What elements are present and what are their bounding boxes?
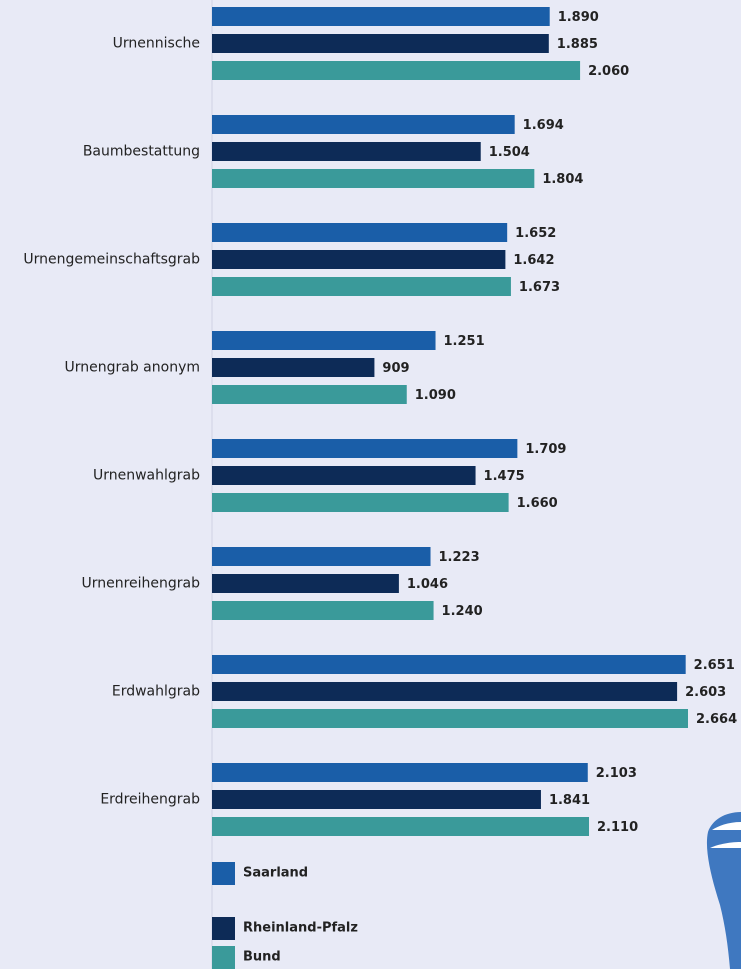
legend-swatch bbox=[212, 917, 235, 940]
bar bbox=[212, 601, 434, 620]
value-label: 1.694 bbox=[523, 118, 564, 133]
legend-swatch bbox=[212, 862, 235, 885]
chart: Urnennische 1.890 1.885 2.060 Baumbestattung… bbox=[0, 0, 741, 969]
bar bbox=[212, 223, 507, 242]
bar bbox=[212, 142, 481, 161]
bar bbox=[212, 115, 515, 134]
value-label: 2.110 bbox=[597, 820, 638, 835]
legend-label: Rheinland-Pfalz bbox=[243, 921, 358, 936]
bar bbox=[212, 277, 511, 296]
legend-label: Saarland bbox=[243, 866, 308, 881]
value-label: 1.475 bbox=[484, 469, 525, 484]
bar bbox=[212, 682, 677, 701]
bar bbox=[212, 169, 534, 188]
bar bbox=[212, 358, 374, 377]
value-label: 909 bbox=[382, 361, 409, 376]
urn-decoration bbox=[707, 812, 741, 969]
value-label: 1.504 bbox=[489, 145, 530, 160]
bar bbox=[212, 763, 588, 782]
legend-swatch bbox=[212, 946, 235, 969]
value-label: 1.841 bbox=[549, 793, 590, 808]
category-label: Urnennische bbox=[113, 36, 200, 52]
value-label: 1.709 bbox=[525, 442, 566, 457]
category-label: Urnenwahlgrab bbox=[93, 468, 200, 484]
category-label: Erdwahlgrab bbox=[112, 684, 200, 700]
category-label: Urnenreihengrab bbox=[81, 576, 200, 592]
value-label: 2.651 bbox=[694, 658, 735, 673]
value-label: 1.223 bbox=[439, 550, 480, 565]
value-label: 1.804 bbox=[542, 172, 583, 187]
bar bbox=[212, 547, 431, 566]
category-label: Baumbestattung bbox=[83, 144, 200, 160]
bar bbox=[212, 7, 550, 26]
bar bbox=[212, 61, 580, 80]
bar bbox=[212, 466, 476, 485]
category-label: Urnengrab anonym bbox=[65, 360, 201, 376]
value-label: 1.251 bbox=[444, 334, 485, 349]
bar bbox=[212, 331, 436, 350]
value-label: 1.660 bbox=[517, 496, 558, 511]
value-label: 1.642 bbox=[513, 253, 554, 268]
value-label: 1.046 bbox=[407, 577, 448, 592]
bar bbox=[212, 385, 407, 404]
value-label: 2.664 bbox=[696, 712, 737, 727]
bar bbox=[212, 790, 541, 809]
value-label: 1.090 bbox=[415, 388, 456, 403]
bar bbox=[212, 709, 688, 728]
value-label: 2.103 bbox=[596, 766, 637, 781]
bar bbox=[212, 250, 505, 269]
legend-label: Bund bbox=[243, 950, 281, 965]
value-label: 1.890 bbox=[558, 10, 599, 25]
bar bbox=[212, 817, 589, 836]
category-label: Urnengemeinschaftsgrab bbox=[23, 252, 200, 268]
value-label: 1.652 bbox=[515, 226, 556, 241]
bar bbox=[212, 439, 517, 458]
bar bbox=[212, 655, 686, 674]
category-label: Erdreihengrab bbox=[100, 792, 200, 808]
bar bbox=[212, 493, 509, 512]
bar bbox=[212, 34, 549, 53]
value-label: 1.240 bbox=[442, 604, 483, 619]
value-label: 1.673 bbox=[519, 280, 560, 295]
bar bbox=[212, 574, 399, 593]
value-label: 2.060 bbox=[588, 64, 629, 79]
value-label: 1.885 bbox=[557, 37, 598, 52]
value-label: 2.603 bbox=[685, 685, 726, 700]
